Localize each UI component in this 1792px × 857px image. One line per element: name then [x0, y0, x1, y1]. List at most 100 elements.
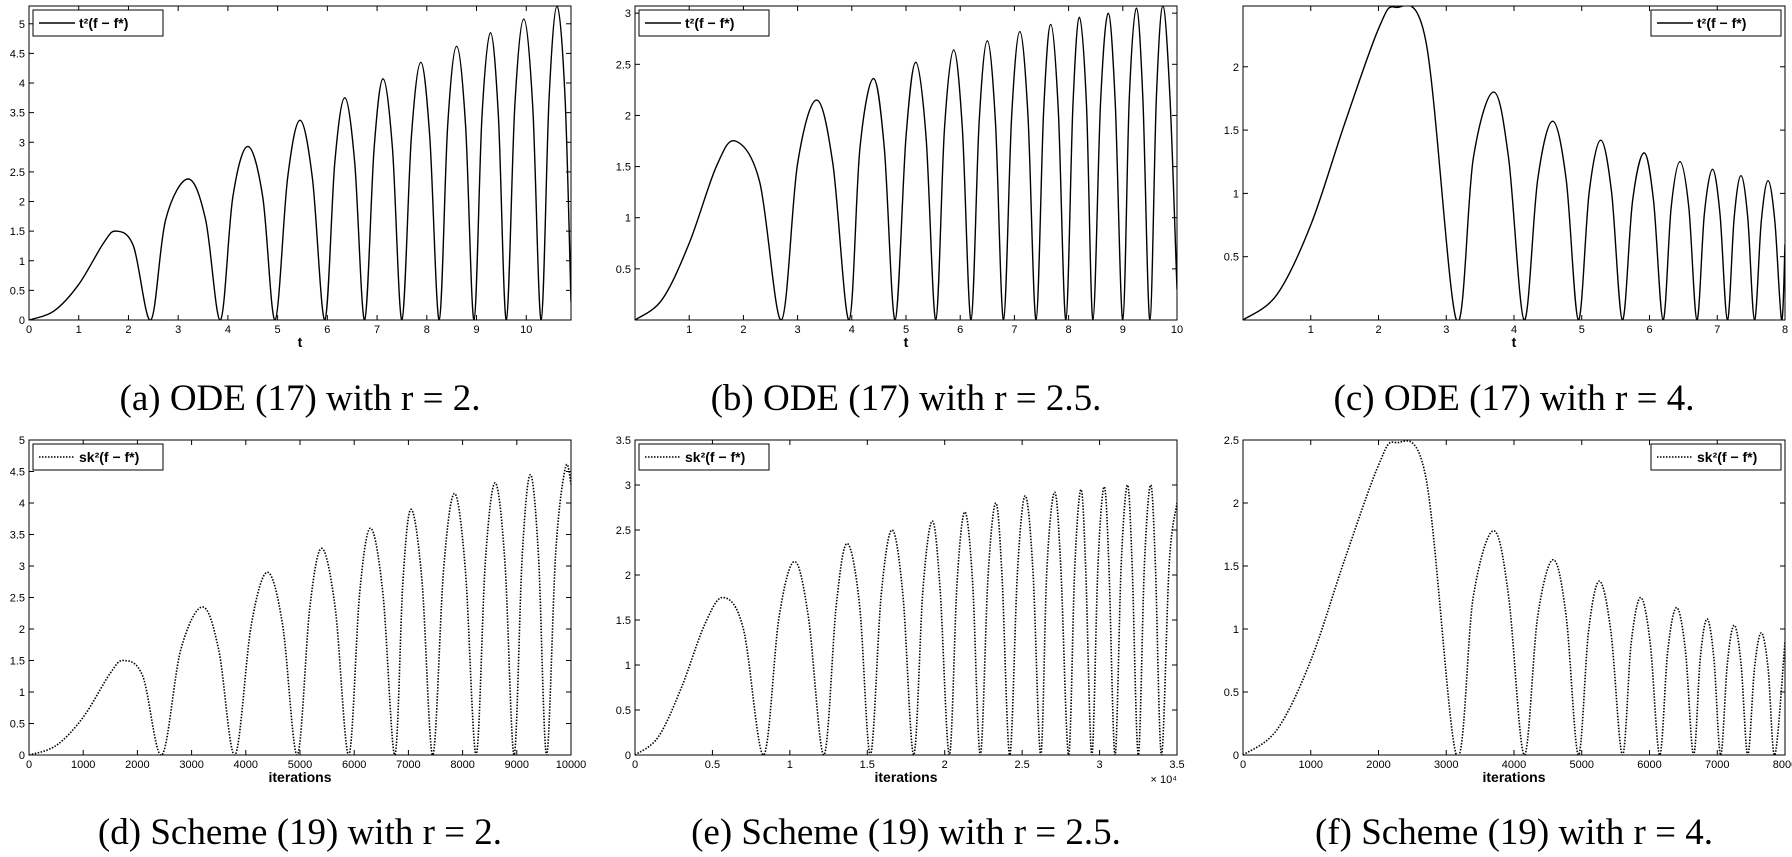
- x-tick-label: 10: [520, 324, 532, 336]
- x-tick-label: 2: [740, 324, 746, 336]
- y-tick-label: 3.5: [10, 108, 25, 120]
- plot-area: [634, 439, 1178, 756]
- y-tick-label: 2: [19, 624, 25, 636]
- y-tick-label: 0: [625, 750, 631, 762]
- x-tick-label: 5000: [1570, 759, 1594, 771]
- x-tick-label: 7000: [1705, 759, 1729, 771]
- caption: (b) ODE (17) with r = 2.5.: [711, 378, 1102, 419]
- x-tick-label: 10: [1171, 324, 1183, 336]
- legend-label: sk²(f − f*): [79, 449, 139, 465]
- y-tick-label: 3.5: [616, 435, 631, 447]
- x-tick-label: 9000: [505, 759, 529, 771]
- x-tick-label: 3: [795, 324, 801, 336]
- x-tick-label: 4: [1511, 324, 1517, 336]
- y-tick-label: 0.5: [10, 285, 25, 297]
- x-tick-label: 4: [849, 324, 855, 336]
- panel: 0 1000 2000 3000 4000 5000 6000 7000 8000 9000 100…: [10, 435, 587, 853]
- x-tick-label: 6: [1646, 324, 1652, 336]
- x-tick-label: 8000: [1773, 759, 1792, 771]
- x-tick-label: 7: [374, 324, 380, 336]
- x-axis-label: iterations: [1482, 769, 1545, 785]
- y-tick-label: 1.5: [10, 656, 25, 668]
- y-tick-label: 1: [19, 256, 25, 268]
- x-tick-label: 8000: [450, 759, 474, 771]
- y-tick-label: 3: [19, 561, 25, 573]
- caption: (e) Scheme (19) with r = 2.5.: [691, 812, 1121, 853]
- x-tick-label: 0: [1240, 759, 1246, 771]
- legend-label: t²(f − f*): [79, 15, 128, 31]
- legend-label: t²(f − f*): [685, 15, 734, 31]
- legend-label: sk²(f − f*): [685, 449, 745, 465]
- panel: 1 2 3 4 5 6 7 8 0.5 1 1.5 2 t t²(f − f*) (c) ODE (17) …: [1224, 5, 1788, 419]
- y-tick-label: 2: [625, 570, 631, 582]
- x-axis-label: t: [298, 334, 303, 350]
- caption: (f) Scheme (19) with r = 4.: [1315, 812, 1713, 853]
- x-tick-label: 6: [957, 324, 963, 336]
- x-tick-label: 3: [1097, 759, 1103, 771]
- y-tick-label: 4.5: [10, 48, 25, 60]
- y-tick-label: 0: [19, 750, 25, 762]
- x-tick-label: 1: [686, 324, 692, 336]
- x-tick-label: 1.5: [860, 759, 875, 771]
- y-tick-label: 1: [625, 660, 631, 672]
- y-tick-label: 0.5: [1224, 252, 1239, 264]
- x-tick-label: 7: [1714, 324, 1720, 336]
- y-tick-label: 2.5: [616, 59, 631, 71]
- x-tick-label: 4: [225, 324, 231, 336]
- caption: (d) Scheme (19) with r = 2.: [98, 812, 502, 853]
- x-tick-label: 9: [473, 324, 479, 336]
- plot-area: [1242, 439, 1786, 756]
- y-tick-label: 2: [19, 197, 25, 209]
- x-tick-label: 4000: [234, 759, 258, 771]
- x-tick-label: 6000: [342, 759, 366, 771]
- y-tick-label: 0.5: [10, 719, 25, 731]
- y-tick-label: 5: [19, 435, 25, 447]
- y-tick-label: 0.5: [1224, 687, 1239, 699]
- x-tick-label: 5: [903, 324, 909, 336]
- x-tick-label: 1000: [1299, 759, 1323, 771]
- x-tick-label: 2: [125, 324, 131, 336]
- y-tick-label: 1.5: [616, 615, 631, 627]
- x-tick-label: 7000: [396, 759, 420, 771]
- series-line: [1243, 6, 1785, 320]
- x-tick-label: 0.5: [705, 759, 720, 771]
- x-tick-label: 3.5: [1169, 759, 1184, 771]
- y-tick-label: 1.5: [616, 162, 631, 174]
- x-tick-label: 0: [26, 324, 32, 336]
- plot-area: [634, 5, 1178, 321]
- x-tick-label: 10000: [556, 759, 587, 771]
- y-tick-label: 2: [625, 110, 631, 122]
- x-tick-label: 2: [1375, 324, 1381, 336]
- y-tick-label: 0: [19, 315, 25, 327]
- panel: 0 1 2 3 4 5 6 7 8 9 10 0 0.5 1 1.5 2 2.5 3 3.5 4 4.5 5 t t²(f −…: [10, 5, 572, 419]
- x-tick-label: 5: [275, 324, 281, 336]
- x-tick-label: 1: [787, 759, 793, 771]
- y-tick-label: 1: [1233, 624, 1239, 636]
- x-multiplier: × 10⁴: [1151, 774, 1178, 786]
- x-tick-label: 0: [632, 759, 638, 771]
- panel: 1 2 3 4 5 6 7 8 9 10 0.5 1 1.5 2 2.5 3 t t²(f − f*) (b) OD…: [616, 5, 1183, 419]
- y-tick-label: 4: [19, 498, 25, 510]
- x-tick-label: 3: [175, 324, 181, 336]
- y-tick-label: 2: [1233, 498, 1239, 510]
- y-tick-label: 3: [19, 137, 25, 149]
- x-tick-label: 6: [324, 324, 330, 336]
- y-tick-label: 2.5: [10, 593, 25, 605]
- x-tick-label: 8: [1782, 324, 1788, 336]
- y-tick-label: 1.5: [1224, 561, 1239, 573]
- x-tick-label: 3: [1443, 324, 1449, 336]
- y-tick-label: 2.5: [616, 525, 631, 537]
- x-tick-label: 2: [942, 759, 948, 771]
- x-tick-label: 2.5: [1014, 759, 1029, 771]
- y-tick-label: 2.5: [1224, 435, 1239, 447]
- y-tick-label: 3: [625, 8, 631, 20]
- series-line: [635, 484, 1177, 755]
- x-axis-label: t: [1512, 334, 1517, 350]
- plot-area: [1242, 5, 1786, 321]
- plot-area: [28, 439, 572, 756]
- plot-area: [28, 5, 572, 321]
- series-line: [635, 6, 1177, 320]
- y-tick-label: 2.5: [10, 167, 25, 179]
- series-line: [29, 6, 571, 320]
